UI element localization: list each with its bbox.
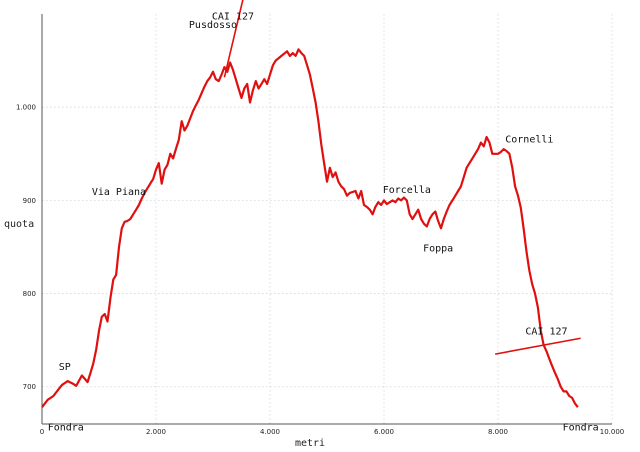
x-tick-label: 2.000 (146, 428, 166, 436)
axes (41, 14, 612, 425)
place-label: Fondra (48, 423, 84, 434)
place-label: CAI 127 (212, 12, 254, 23)
place-label: Cornelli (505, 135, 553, 146)
gridlines (41, 14, 613, 424)
x-axis-label: metri (295, 438, 325, 449)
cai-127-marker (495, 337, 581, 355)
y-axis-label: quota (4, 219, 34, 230)
place-label: Foppa (423, 244, 453, 255)
place-label: SP (59, 362, 71, 373)
cai-127-marker (223, 0, 244, 78)
x-tick-label: 6.000 (374, 428, 394, 436)
x-tick-label: 10.000 (600, 428, 625, 436)
place-label: Forcella (383, 185, 431, 196)
y-tick-label: 1.000 (16, 104, 36, 112)
place-label: Fondra (563, 423, 599, 434)
place-label: Pusdosso (189, 20, 237, 31)
x-tick-label: 4.000 (260, 428, 280, 436)
place-label: Via Piana (92, 187, 146, 198)
place-label: CAI 127 (525, 327, 567, 338)
elevation-line (41, 48, 579, 408)
trail-markers (223, 0, 581, 355)
tick-labels: 0 2.000 4.000 6.000 8.000 10.000 700 800 900 1.00… (16, 104, 624, 436)
y-tick-label: 700 (23, 383, 36, 391)
x-tick-label: 0 (40, 428, 44, 436)
x-tick-label: 8.000 (488, 428, 508, 436)
y-tick-label: 900 (23, 197, 36, 205)
elevation-series (41, 48, 579, 408)
y-tick-label: 800 (23, 290, 36, 298)
